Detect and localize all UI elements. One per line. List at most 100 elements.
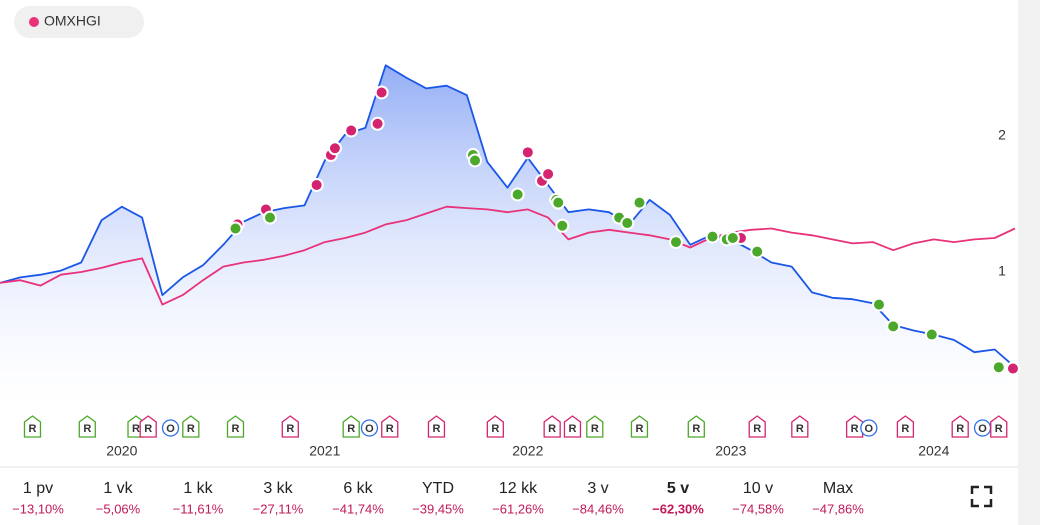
badge-shape	[586, 415, 604, 438]
event-dot	[725, 231, 740, 245]
period-value: −39,45%	[412, 501, 464, 516]
badge-label: R	[83, 423, 91, 435]
badge-label: R	[753, 423, 761, 435]
event-dot	[510, 187, 525, 202]
series-area	[0, 65, 1015, 409]
event-dot	[620, 216, 635, 231]
badge-shape	[687, 415, 705, 438]
x-tick-label: 2023	[715, 443, 746, 459]
badge-label: R	[132, 423, 140, 435]
badge-shape	[23, 415, 42, 438]
period-value: −84,46%	[572, 501, 624, 516]
period-label[interactable]: 5 v	[667, 480, 689, 497]
legend-label[interactable]: OMXHGI	[44, 13, 101, 29]
badge-shape	[226, 415, 245, 438]
event-dot	[468, 153, 483, 168]
badge-label: R	[995, 423, 1003, 435]
x-tick-label: 2020	[106, 443, 137, 459]
period-label[interactable]: 3 v	[587, 480, 608, 497]
period-label[interactable]: 6 kk	[343, 480, 373, 497]
badge-shape	[281, 415, 299, 438]
badge-label: R	[548, 423, 556, 435]
badge-shape	[543, 415, 561, 438]
period-label[interactable]: 1 vk	[103, 480, 133, 497]
event-dot	[924, 327, 939, 342]
fullscreen-corners[interactable]	[970, 485, 993, 508]
badge-label: R	[851, 423, 859, 435]
badge-label: R	[635, 423, 643, 435]
period-value: −62,30%	[652, 501, 704, 516]
event-dot	[991, 360, 1006, 375]
period-value: −27,11%	[253, 501, 304, 516]
event-dot	[668, 235, 683, 250]
badge-shape	[951, 415, 969, 438]
badge-label: R	[187, 423, 195, 435]
badge-shape	[161, 419, 180, 437]
period-label[interactable]: 1 kk	[183, 480, 213, 497]
badge-label: R	[568, 423, 576, 435]
event-dot	[370, 116, 385, 131]
badge-shape	[845, 415, 864, 438]
period-label[interactable]: YTD	[422, 480, 454, 497]
badge-shape	[990, 415, 1008, 438]
period-value: −41,74%	[332, 501, 384, 516]
fullscreen-icon[interactable]	[970, 485, 993, 508]
badge-label: R	[796, 423, 804, 435]
event-dot	[541, 167, 556, 182]
event-dot	[551, 195, 566, 210]
scroll-strip	[1018, 0, 1040, 525]
badge-label: R	[692, 423, 700, 435]
badge-shape	[78, 415, 96, 438]
period-label[interactable]: 10 v	[743, 480, 773, 497]
badge-shape	[427, 415, 446, 438]
legend-pill[interactable]	[14, 6, 144, 38]
event-dot	[632, 195, 647, 210]
badge-shape	[486, 415, 504, 438]
event-dot	[374, 85, 389, 100]
badge-label: R	[286, 423, 294, 435]
event-dot	[871, 297, 886, 312]
event-dot	[520, 145, 535, 160]
x-tick-label: 2021	[309, 443, 340, 459]
period-value: −11,61%	[173, 501, 224, 516]
badge-label: R	[386, 423, 394, 435]
event-dot	[750, 244, 765, 259]
event-dot	[1005, 361, 1020, 376]
badge-shape	[791, 415, 809, 438]
event-dot	[228, 221, 243, 236]
badge-label: R	[491, 423, 499, 435]
y-tick-label: 1	[998, 263, 1006, 279]
badge-label: R	[347, 423, 355, 435]
badge-shape	[360, 419, 379, 437]
badge-label: R	[29, 423, 37, 435]
badge-shape	[182, 415, 200, 438]
event-dot	[327, 141, 342, 156]
badge-label: R	[901, 423, 909, 435]
period-value: −74,58%	[732, 501, 784, 516]
period-label[interactable]: 3 kk	[263, 480, 293, 497]
badge-shape	[381, 415, 399, 438]
period-label[interactable]: 12 kk	[499, 480, 538, 497]
event-dot	[555, 218, 570, 233]
badge-shape	[139, 415, 157, 438]
badge-shape	[563, 415, 582, 438]
period-value: −61,26%	[492, 501, 544, 516]
period-value: −13,10%	[12, 501, 64, 516]
badge-shape	[342, 415, 360, 438]
badge-shape	[748, 415, 766, 438]
badge-label: O	[365, 423, 374, 435]
period-label[interactable]: 1 pv	[23, 480, 53, 497]
event-dot	[344, 123, 359, 138]
badge-label: R	[956, 423, 964, 435]
badge-label: R	[144, 423, 152, 435]
period-value: −47,86%	[812, 501, 864, 516]
badge-label: O	[865, 423, 874, 435]
badge-label: O	[166, 423, 175, 435]
event-dot	[309, 177, 324, 192]
series-line	[0, 205, 1016, 306]
period-value: −5,06%	[96, 501, 141, 516]
legend[interactable]: OMXHGI	[14, 6, 144, 38]
event-dot	[705, 229, 720, 244]
period-label[interactable]: Max	[823, 480, 853, 497]
